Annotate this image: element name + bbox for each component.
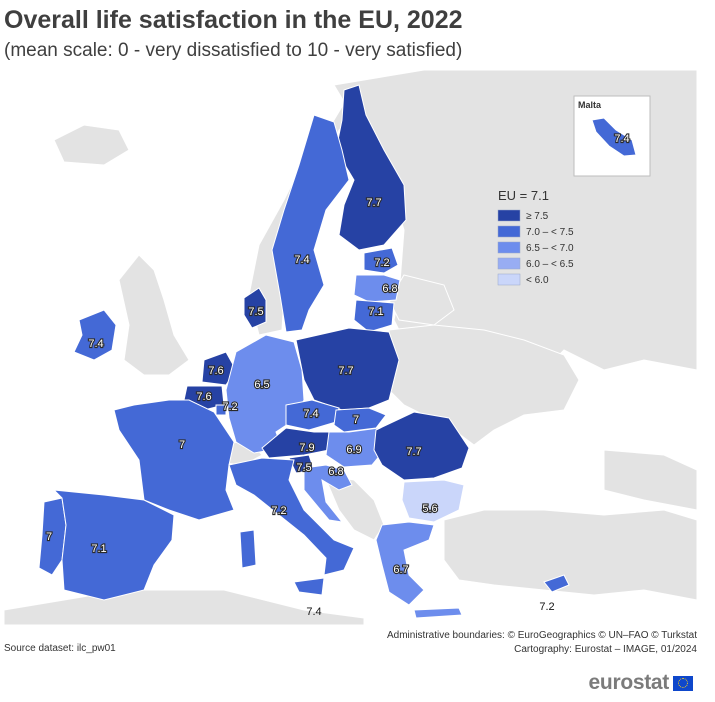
malta-inset: Malta 7.4 bbox=[573, 95, 651, 177]
value-label-denmark: 7.5 bbox=[248, 306, 263, 318]
legend-title: EU = 7.1 bbox=[498, 188, 549, 203]
country-france[interactable] bbox=[113, 399, 235, 521]
country-ireland[interactable] bbox=[73, 309, 117, 361]
legend-label-4: < 6.0 bbox=[526, 275, 549, 286]
country-sweden[interactable] bbox=[271, 114, 350, 333]
value-label-poland: 7.7 bbox=[338, 365, 353, 377]
country-estonia[interactable] bbox=[363, 247, 399, 274]
country-romania[interactable] bbox=[373, 411, 470, 481]
country-latvia[interactable] bbox=[353, 274, 401, 303]
country-poland[interactable] bbox=[295, 327, 400, 411]
value-label-netherlands: 7.6 bbox=[208, 365, 223, 377]
eurostat-logo-text: eurostat bbox=[588, 671, 670, 694]
malta-island[interactable] bbox=[591, 117, 637, 157]
value-label-hungary: 6.9 bbox=[346, 444, 361, 456]
legend-swatch-1 bbox=[497, 225, 521, 238]
country-bulgaria[interactable] bbox=[401, 479, 465, 523]
legend-label-3: 6.0 – < 6.5 bbox=[526, 259, 574, 270]
value-label-estonia: 7.2 bbox=[374, 257, 389, 269]
value-label-ireland: 7.4 bbox=[88, 338, 103, 350]
legend-label-1: 7.0 – < 7.5 bbox=[526, 227, 574, 238]
value-label-belgium: 7.6 bbox=[196, 391, 211, 403]
map-subtitle: (mean scale: 0 - very dissatisfied to 10… bbox=[4, 40, 463, 61]
malta-inset-label: Malta bbox=[578, 100, 602, 110]
value-label-latvia: 6.8 bbox=[382, 283, 397, 295]
uk-region bbox=[118, 254, 190, 376]
boundaries-credit: Administrative boundaries: © EuroGeograp… bbox=[386, 630, 697, 641]
value-label-romania: 7.7 bbox=[406, 446, 421, 458]
value-label-cyprus: 7.2 bbox=[539, 601, 554, 613]
value-label-finland: 7.7 bbox=[366, 197, 381, 209]
iceland-region bbox=[53, 124, 130, 166]
value-label-croatia: 6.8 bbox=[328, 466, 343, 478]
country-cyprus[interactable] bbox=[543, 574, 570, 593]
legend-swatch-3 bbox=[497, 257, 521, 270]
europe-map: 7.7 7.4 7.2 6.8 7.1 7.5 7.4 7.6 7.6 7.2 6.5 7.7 7.4 7… bbox=[4, 70, 697, 625]
caucasus-region bbox=[603, 449, 697, 511]
country-denmark[interactable] bbox=[243, 287, 267, 329]
legend: EU = 7.1 ≥ 7.5 7.0 – < 7.5 6.5 – < 7.0 6.0 … bbox=[497, 188, 574, 286]
value-label-greece: 6.7 bbox=[393, 564, 408, 576]
legend-label-2: 6.5 – < 7.0 bbox=[526, 243, 574, 254]
country-lithuania[interactable] bbox=[353, 299, 395, 333]
eu-flag-icon bbox=[673, 675, 693, 691]
country-italy-sardinia[interactable] bbox=[239, 529, 257, 569]
country-spain[interactable] bbox=[52, 489, 175, 601]
country-germany[interactable] bbox=[225, 334, 305, 454]
eurostat-logo[interactable]: eurostat bbox=[588, 671, 693, 694]
map-area: 7.7 7.4 7.2 6.8 7.1 7.5 7.4 7.6 7.6 7.2 6.5 7.7 7.4 7… bbox=[4, 70, 697, 625]
country-italy-sicily[interactable] bbox=[293, 577, 325, 596]
value-label-lithuania: 7.1 bbox=[368, 306, 383, 318]
country-greece-crete[interactable] bbox=[413, 607, 463, 619]
value-label-germany: 6.5 bbox=[254, 379, 269, 391]
cartography-credit: Cartography: Eurostat – IMAGE, 01/2024 bbox=[514, 644, 697, 655]
value-label-austria: 7.9 bbox=[299, 442, 314, 454]
map-credits: Administrative boundaries: © EuroGeograp… bbox=[387, 629, 697, 657]
source-dataset: Source dataset: ilc_pw01 bbox=[4, 643, 116, 654]
legend-swatch-0 bbox=[497, 209, 521, 222]
eu-countries bbox=[38, 84, 570, 619]
legend-swatch-2 bbox=[497, 241, 521, 254]
ukraine-region bbox=[388, 324, 580, 446]
value-label-bulgaria: 5.6 bbox=[422, 503, 437, 515]
value-label-italy: 7.2 bbox=[271, 505, 286, 517]
value-label-sweden: 7.4 bbox=[294, 254, 309, 266]
country-luxembourg[interactable] bbox=[215, 404, 227, 416]
turkey-region bbox=[443, 509, 697, 601]
country-croatia[interactable] bbox=[303, 464, 353, 523]
map-title: Overall life satisfaction in the EU, 202… bbox=[4, 6, 463, 34]
value-label-portugal: 7 bbox=[46, 531, 52, 543]
country-italy[interactable] bbox=[228, 457, 355, 576]
malta-value-label: 7.4 bbox=[614, 133, 629, 145]
value-label-malta-offshore: 7.4 bbox=[306, 606, 321, 618]
value-label-slovakia: 7 bbox=[353, 414, 359, 426]
value-label-luxembourg: 7.2 bbox=[222, 401, 237, 413]
value-label-spain: 7.1 bbox=[91, 543, 106, 555]
value-labels: 7.7 7.4 7.2 6.8 7.1 7.5 7.4 7.6 7.6 7.2 6.5 7.7 7.4 7… bbox=[45, 196, 555, 618]
legend-label-0: ≥ 7.5 bbox=[526, 211, 549, 222]
value-label-slovenia: 7.5 bbox=[296, 462, 311, 474]
legend-swatch-4 bbox=[497, 273, 521, 286]
country-greece[interactable] bbox=[375, 521, 435, 606]
value-label-czechia: 7.4 bbox=[303, 408, 318, 420]
value-label-france: 7 bbox=[179, 439, 185, 451]
